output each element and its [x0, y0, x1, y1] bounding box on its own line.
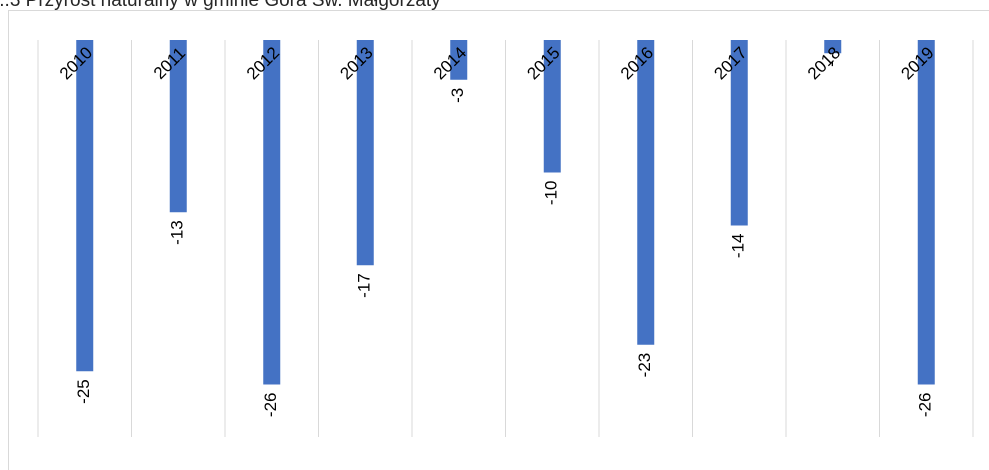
labels: 2010-252011-132012-262013-172014-32015-1…: [56, 43, 938, 417]
data-label-2014: -3: [448, 88, 467, 103]
data-label-2017: -14: [729, 234, 748, 259]
bar-2012: [263, 40, 281, 385]
bar-2014: [450, 40, 468, 80]
bar-2016: [637, 40, 655, 345]
bar-2018: [824, 40, 842, 54]
data-label-2018: -: [822, 61, 841, 67]
bar-2013: [356, 40, 374, 266]
data-label-2012: -26: [261, 393, 280, 418]
data-label-2010: -25: [74, 379, 93, 404]
bar-2015: [543, 40, 561, 173]
data-label-2015: -10: [542, 181, 561, 206]
data-label-2016: -23: [635, 353, 654, 378]
bars: [76, 40, 935, 385]
bar-2017: [730, 40, 748, 226]
chart-frame: [8, 10, 989, 470]
data-label-2013: -17: [355, 273, 374, 298]
bar-2011: [169, 40, 187, 213]
bar-2010: [76, 40, 94, 372]
data-label-2019: -26: [916, 393, 935, 418]
bar-chart: 2010-252011-132012-262013-172014-32015-1…: [37, 40, 974, 437]
chart-title: ...3 Przyrost naturalny w gminie Góra Św…: [0, 0, 441, 11]
gridlines: [37, 40, 974, 437]
data-label-2011: -13: [168, 220, 187, 245]
bar-2019: [917, 40, 935, 385]
